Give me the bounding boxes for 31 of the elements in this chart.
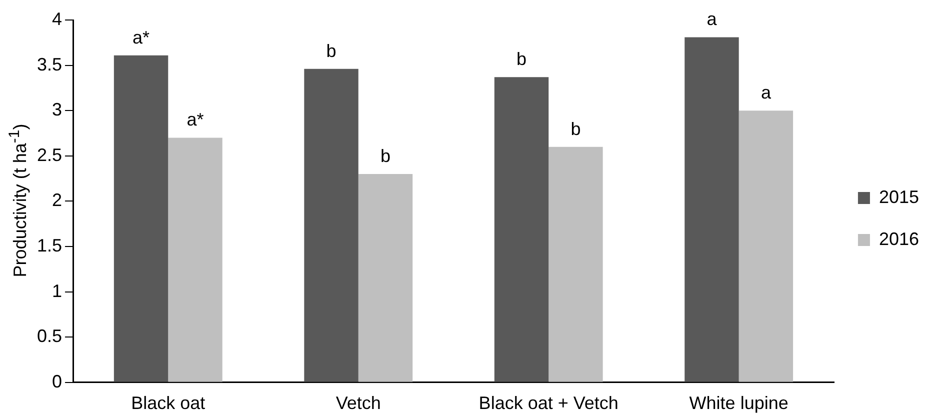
annotation: b: [380, 146, 390, 166]
annotation: a: [760, 82, 772, 103]
y-tick-label: 2: [52, 190, 62, 210]
annotation: b: [326, 40, 336, 61]
x-tick-label: Black oat + Vetch: [478, 393, 618, 414]
bar: [738, 110, 794, 382]
bar: [684, 37, 739, 382]
bar: [304, 68, 358, 382]
annotation: b: [570, 118, 581, 139]
annotation: a*: [186, 110, 204, 130]
bar: [168, 138, 222, 382]
bar: [494, 77, 549, 382]
annotation: b: [516, 49, 527, 70]
x-tick-label: Vetch: [336, 393, 381, 414]
annotation: a: [706, 9, 718, 30]
y-tick-label: 3.5: [36, 54, 62, 74]
y-tick-label: 0: [52, 371, 62, 392]
y-tick-label: 2.5: [36, 144, 62, 165]
x-tick-label: Black oat: [131, 393, 206, 414]
bar: [548, 146, 603, 382]
y-tick-label: 1: [52, 280, 62, 301]
bar: [114, 55, 168, 382]
legend-label: 2015: [878, 186, 920, 207]
y-tick-label: 0.5: [36, 326, 62, 346]
y-tick-label: 3: [52, 100, 62, 120]
x-tick-label: White lupine: [689, 393, 788, 414]
y-tick-label: 4: [52, 8, 62, 29]
legend-label: 2016: [878, 228, 920, 249]
y-tick-label: 1.5: [36, 235, 62, 256]
annotation: a*: [132, 27, 150, 48]
bar: [358, 174, 413, 382]
